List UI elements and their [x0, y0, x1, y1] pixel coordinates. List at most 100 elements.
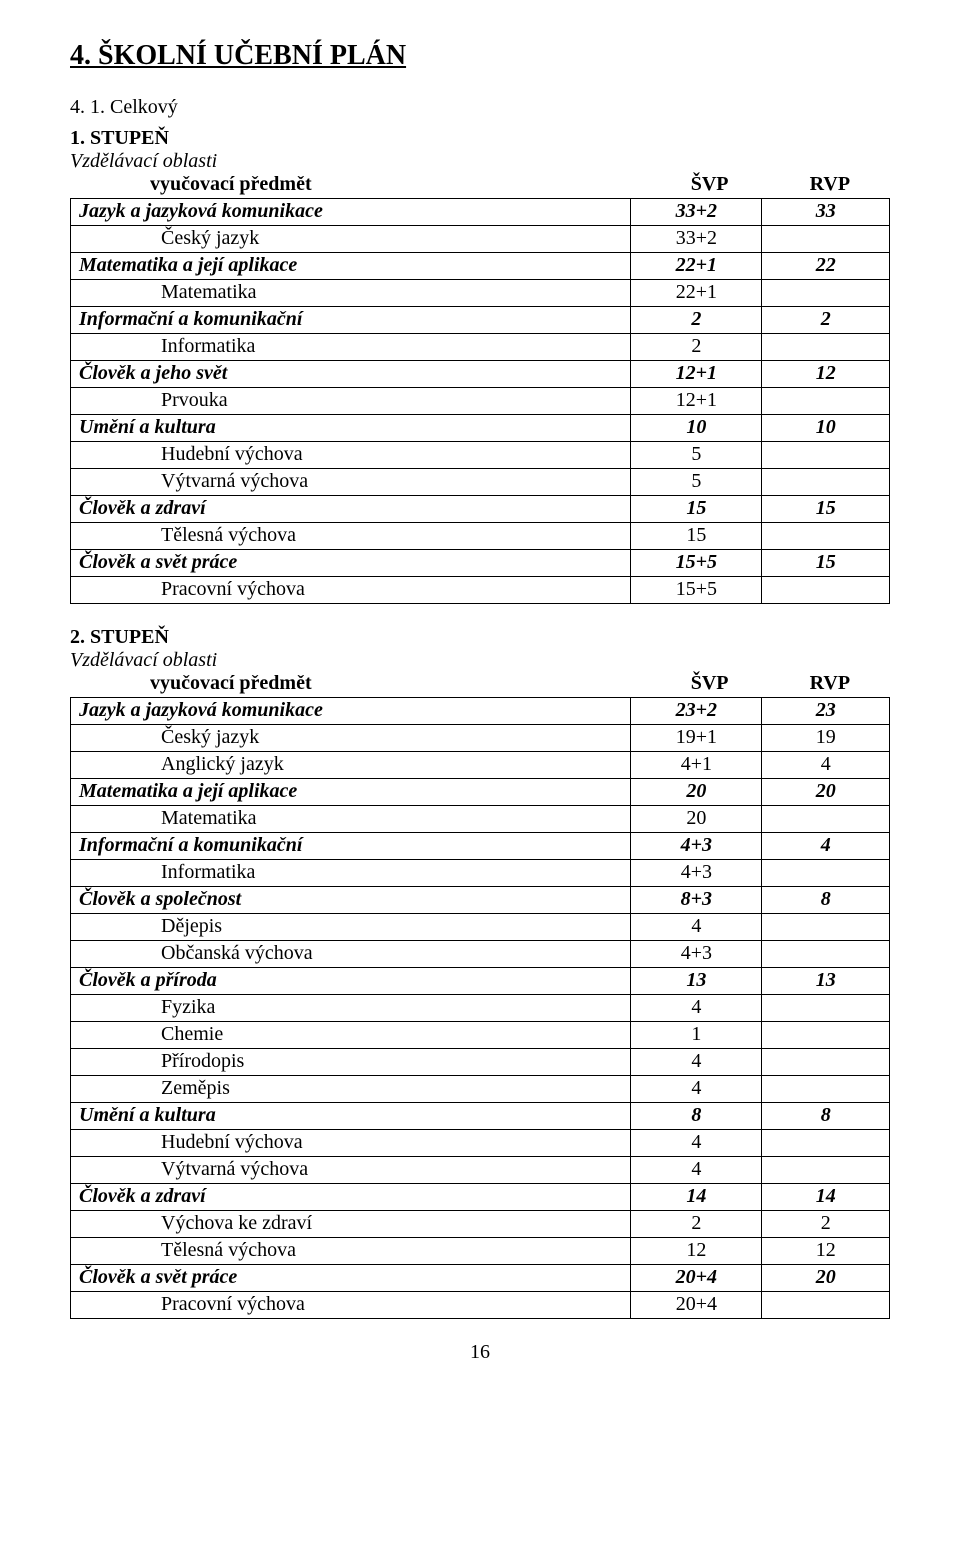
row-rvp — [762, 1076, 890, 1103]
row-label: Fyzika — [71, 995, 631, 1022]
row-svp: 4 — [631, 1076, 762, 1103]
row-svp: 33+2 — [631, 199, 762, 226]
table-row: Přírodopis4 — [71, 1049, 890, 1076]
row-label: Matematika a její aplikace — [71, 253, 631, 280]
row-label: Prvouka — [71, 388, 631, 415]
table-row: Člověk a společnost8+38 — [71, 887, 890, 914]
row-rvp — [762, 1022, 890, 1049]
row-rvp: 20 — [762, 1265, 890, 1292]
stage1-column-header-row: vyučovací předmět ŠVP RVP — [70, 173, 890, 196]
row-svp: 22+1 — [631, 253, 762, 280]
row-rvp — [762, 577, 890, 604]
table-row: Matematika22+1 — [71, 280, 890, 307]
row-svp: 15 — [631, 523, 762, 550]
vyucovaci-predmet-label: vyučovací předmět — [70, 672, 650, 695]
table-row: Tělesná výchova1212 — [71, 1238, 890, 1265]
table-row: Výtvarná výchova4 — [71, 1157, 890, 1184]
table-row: Matematika a její aplikace22+122 — [71, 253, 890, 280]
row-rvp: 19 — [762, 725, 890, 752]
table-row: Informatika2 — [71, 334, 890, 361]
table-row: Prvouka12+1 — [71, 388, 890, 415]
row-rvp — [762, 1157, 890, 1184]
table-row: Matematika20 — [71, 806, 890, 833]
row-rvp — [762, 941, 890, 968]
row-label: Český jazyk — [71, 725, 631, 752]
row-rvp — [762, 914, 890, 941]
row-svp: 12+1 — [631, 361, 762, 388]
table-row: Pracovní výchova20+4 — [71, 1292, 890, 1319]
vyucovaci-predmet-label: vyučovací předmět — [70, 173, 650, 196]
table-row: Informatika4+3 — [71, 860, 890, 887]
table-row: Člověk a svět práce15+515 — [71, 550, 890, 577]
table-row: Pracovní výchova15+5 — [71, 577, 890, 604]
table-row: Člověk a příroda1313 — [71, 968, 890, 995]
row-label: Člověk a příroda — [71, 968, 631, 995]
stage2-column-header-row: vyučovací předmět ŠVP RVP — [70, 672, 890, 695]
table-row: Český jazyk33+2 — [71, 226, 890, 253]
row-svp: 4 — [631, 995, 762, 1022]
table-row: Člověk a svět práce20+420 — [71, 1265, 890, 1292]
table-row: Umění a kultura88 — [71, 1103, 890, 1130]
col-svp: ŠVP — [650, 672, 770, 695]
row-rvp: 2 — [762, 307, 890, 334]
row-svp: 4 — [631, 1157, 762, 1184]
row-rvp: 15 — [762, 496, 890, 523]
row-label: Člověk a svět práce — [71, 550, 631, 577]
row-rvp: 33 — [762, 199, 890, 226]
row-label: Výtvarná výchova — [71, 469, 631, 496]
row-svp: 5 — [631, 442, 762, 469]
stage2-heading: 2. STUPEŇ — [70, 626, 890, 649]
row-label: Hudební výchova — [71, 442, 631, 469]
row-svp: 1 — [631, 1022, 762, 1049]
page-number: 16 — [70, 1341, 890, 1364]
row-label: Jazyk a jazyková komunikace — [71, 199, 631, 226]
row-label: Chemie — [71, 1022, 631, 1049]
row-rvp — [762, 226, 890, 253]
row-label: Člověk a svět práce — [71, 1265, 631, 1292]
table-row: Umění a kultura1010 — [71, 415, 890, 442]
row-rvp — [762, 995, 890, 1022]
table-row: Výchova ke zdraví22 — [71, 1211, 890, 1238]
row-svp: 14 — [631, 1184, 762, 1211]
table-row: Člověk a jeho svět12+112 — [71, 361, 890, 388]
stage1-vzdel: Vzdělávací oblasti — [70, 150, 890, 173]
table-row: Jazyk a jazyková komunikace33+233 — [71, 199, 890, 226]
row-rvp — [762, 442, 890, 469]
table-row: Informační a komunikační4+34 — [71, 833, 890, 860]
row-rvp — [762, 334, 890, 361]
row-rvp: 12 — [762, 361, 890, 388]
row-rvp — [762, 860, 890, 887]
row-svp: 2 — [631, 1211, 762, 1238]
row-rvp: 4 — [762, 833, 890, 860]
row-label: Přírodopis — [71, 1049, 631, 1076]
table-row: Tělesná výchova15 — [71, 523, 890, 550]
table-row: Hudební výchova5 — [71, 442, 890, 469]
row-svp: 15+5 — [631, 550, 762, 577]
row-label: Pracovní výchova — [71, 1292, 631, 1319]
row-label: Hudební výchova — [71, 1130, 631, 1157]
table-row: Dějepis4 — [71, 914, 890, 941]
row-rvp: 2 — [762, 1211, 890, 1238]
row-label: Anglický jazyk — [71, 752, 631, 779]
row-svp: 15 — [631, 496, 762, 523]
row-svp: 23+2 — [631, 698, 762, 725]
row-svp: 15+5 — [631, 577, 762, 604]
stage1-table: Jazyk a jazyková komunikace33+233Český j… — [70, 198, 890, 604]
row-svp: 5 — [631, 469, 762, 496]
col-rvp: RVP — [770, 173, 890, 196]
row-svp: 4+3 — [631, 833, 762, 860]
row-svp: 8+3 — [631, 887, 762, 914]
row-rvp: 10 — [762, 415, 890, 442]
row-label: Zeměpis — [71, 1076, 631, 1103]
table-row: Člověk a zdraví1515 — [71, 496, 890, 523]
row-rvp — [762, 806, 890, 833]
row-label: Člověk a zdraví — [71, 1184, 631, 1211]
row-label: Informatika — [71, 860, 631, 887]
col-rvp: RVP — [770, 672, 890, 695]
row-svp: 4 — [631, 1130, 762, 1157]
row-svp: 13 — [631, 968, 762, 995]
row-svp: 20+4 — [631, 1292, 762, 1319]
row-svp: 10 — [631, 415, 762, 442]
row-label: Informatika — [71, 334, 631, 361]
row-label: Umění a kultura — [71, 415, 631, 442]
